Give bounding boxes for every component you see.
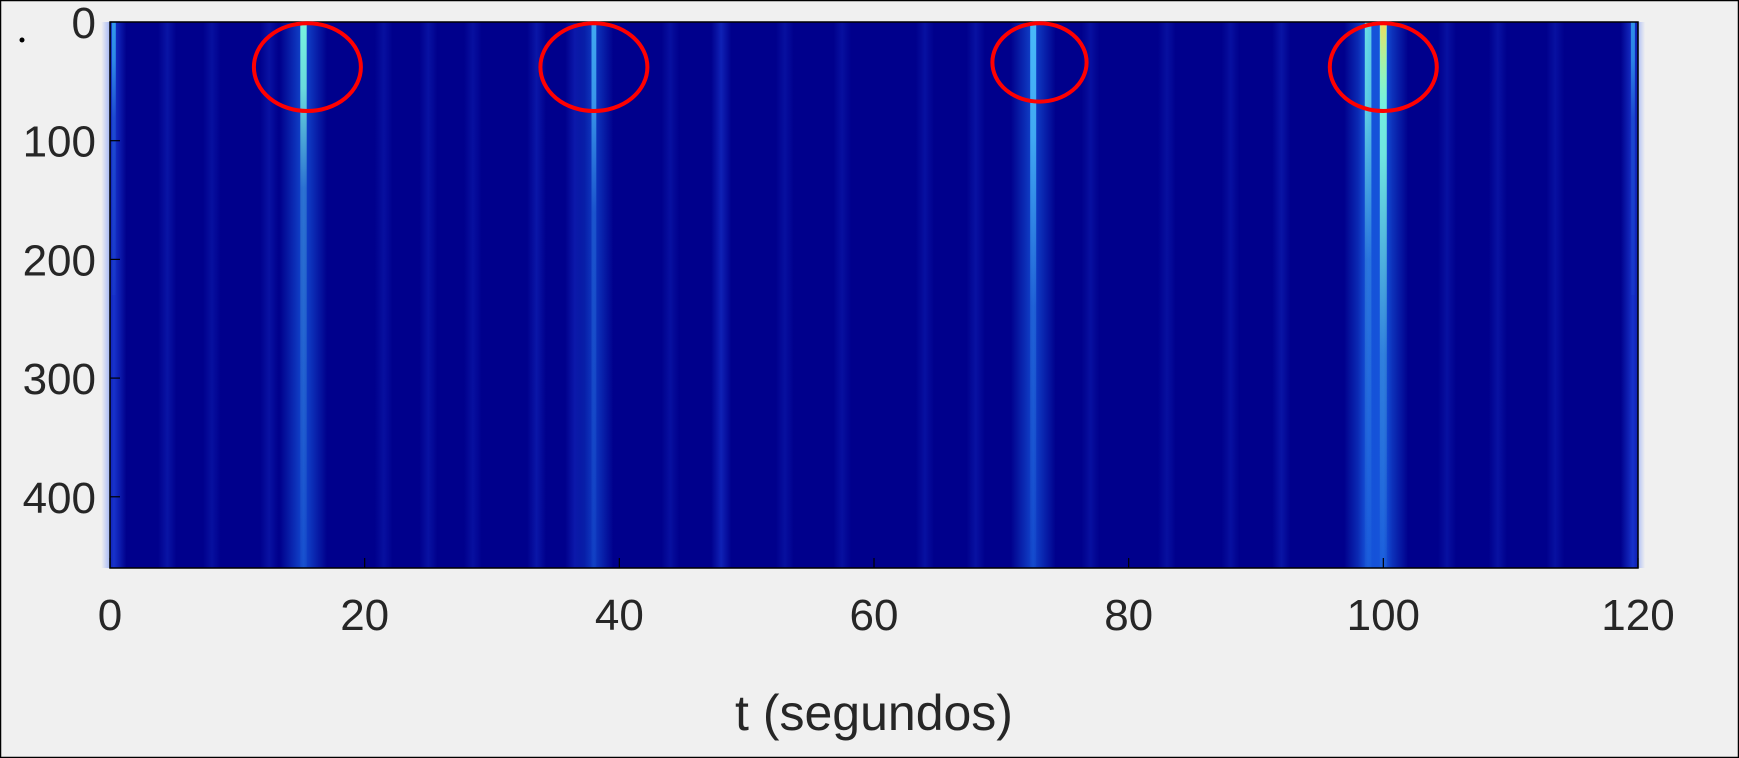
faint-streak [1221, 22, 1240, 568]
faint-streak [419, 22, 438, 568]
faint-streak [1272, 22, 1291, 568]
event-core [300, 22, 307, 568]
faint-streak [966, 22, 985, 568]
x-tick-label: 80 [1104, 591, 1153, 640]
marker-dot [19, 37, 25, 43]
bright-events-layer [280, 22, 1409, 568]
y-tick-label: 400 [23, 474, 96, 523]
faint-streak [202, 22, 221, 568]
x-tick-label: 120 [1601, 591, 1674, 640]
y-tick-label: 100 [23, 118, 96, 167]
faint-streak [1157, 22, 1176, 568]
x-tick-label: 40 [595, 591, 644, 640]
faint-streak [661, 22, 680, 568]
x-axis: 0 20 40 60 80 100 120 [98, 558, 1675, 640]
event-core [1379, 22, 1387, 568]
faint-streak [1488, 22, 1507, 568]
faint-streaks-layer [101, 22, 1646, 568]
faint-streak [833, 22, 852, 568]
highlight-circle [1327, 21, 1439, 113]
faint-streak [374, 22, 393, 568]
x-axis-label: t (segundos) [735, 685, 1013, 741]
highlight-circle [251, 21, 363, 113]
event-hot-top [1380, 22, 1387, 106]
event-core [591, 22, 597, 568]
y-tick-label: 0 [72, 0, 96, 48]
x-tick-label: 0 [98, 591, 122, 640]
highlight-circle [990, 21, 1089, 104]
faint-streak [1438, 22, 1457, 568]
y-axis: 0 100 200 300 400 [23, 0, 120, 523]
faint-streak [1546, 22, 1565, 568]
x-tick-label: 20 [340, 591, 389, 640]
faint-streak [1081, 22, 1100, 568]
y-tick-label: 300 [23, 355, 96, 404]
plot-area [101, 21, 1646, 569]
faint-streak [527, 22, 546, 568]
edge-streak-core [111, 22, 116, 295]
faint-streak [915, 22, 934, 568]
edge-streak-core [1630, 22, 1635, 295]
highlight-circle [538, 21, 650, 113]
x-tick-label: 60 [850, 591, 899, 640]
faint-streak [711, 22, 732, 568]
faint-streak [260, 22, 279, 568]
faint-streak [158, 22, 177, 568]
annotation-layer [251, 21, 1439, 113]
y-tick-label: 200 [23, 236, 96, 285]
x-tick-label: 100 [1347, 591, 1420, 640]
event-core [1030, 22, 1037, 568]
faint-streak [463, 22, 482, 568]
faint-streak [775, 22, 794, 568]
